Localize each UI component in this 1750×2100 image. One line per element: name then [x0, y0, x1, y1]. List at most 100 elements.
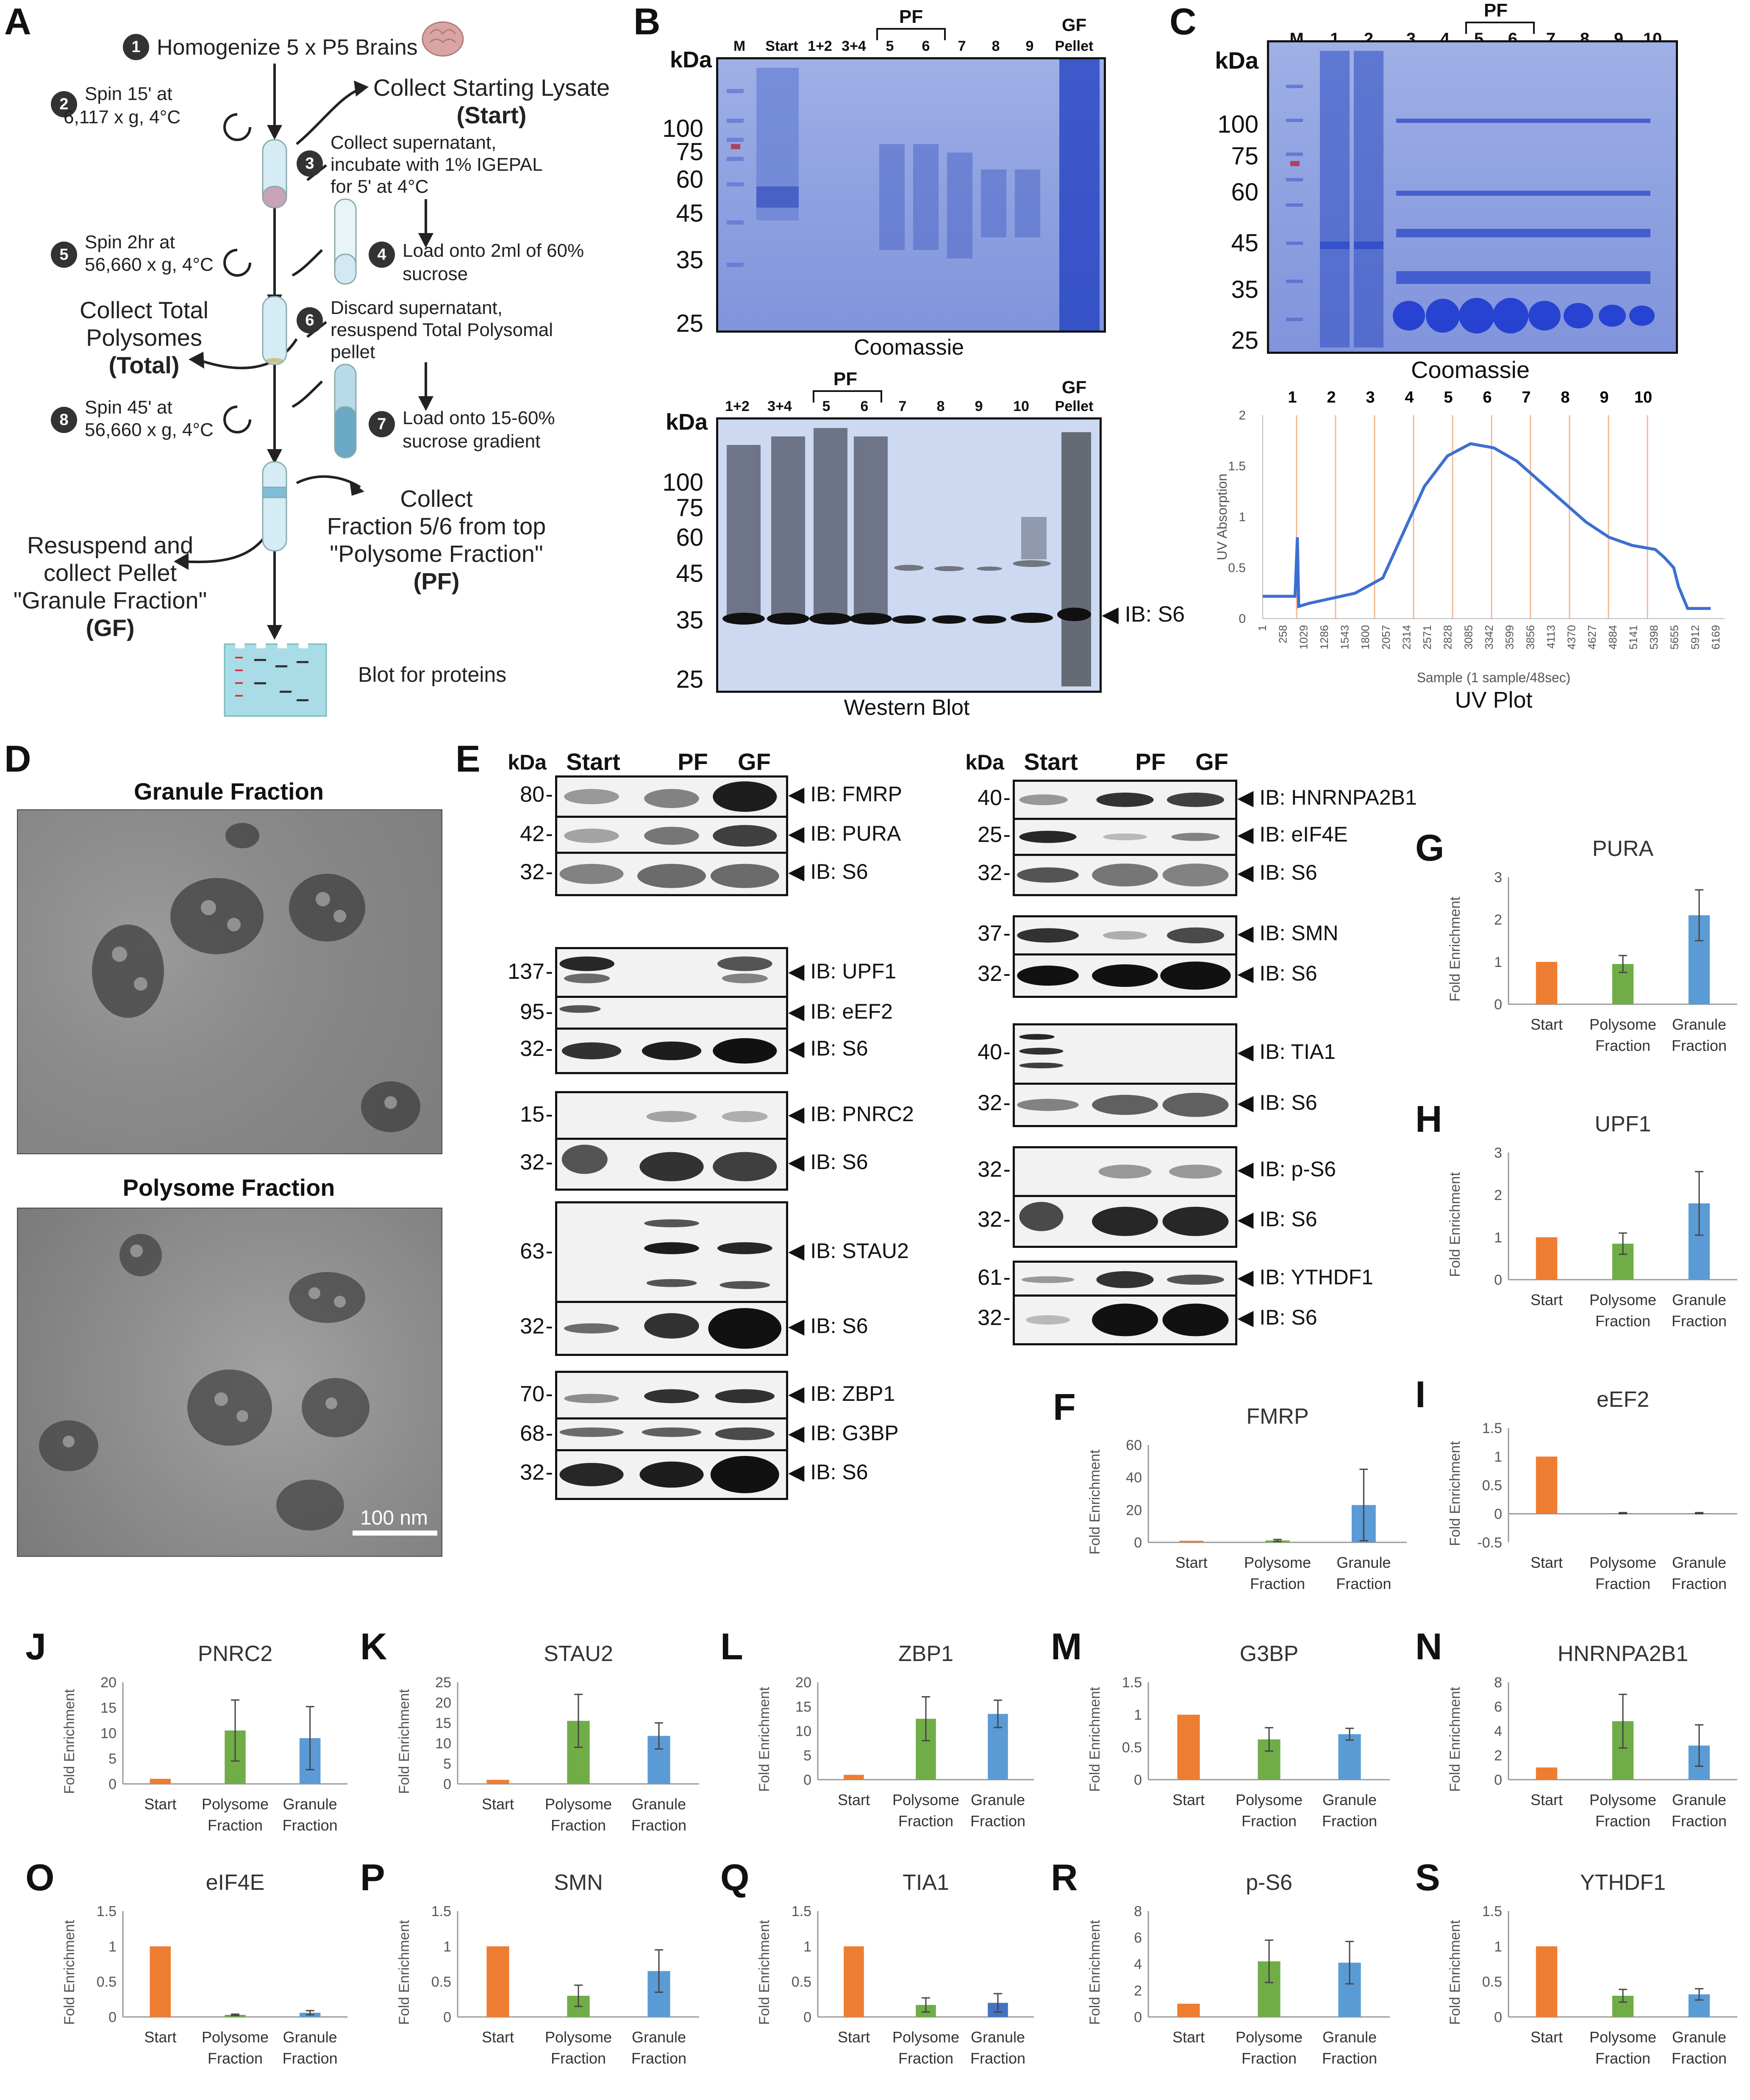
panel-label-o: O — [25, 1856, 55, 1898]
e-right-blot-3 — [1013, 854, 1237, 896]
chart-title: HNRNPA2B1 — [1558, 1642, 1688, 1666]
chart-p-s6: p-S6 Fold Enrichment 0 2 4 6 8 Start Polysome Fra… — [1087, 1870, 1390, 2067]
blot-band — [1162, 1207, 1229, 1236]
chart-category-label: Granule — [1672, 2028, 1726, 2046]
chart-category-label: Polysome — [202, 2028, 269, 2046]
blot-band — [1103, 931, 1147, 940]
uv-x-tick: 1 — [1256, 625, 1269, 631]
e-right-blot-9-kda-tick: - — [1003, 1207, 1011, 1232]
uv-x-tick: 4627 — [1586, 625, 1598, 650]
chart-category-label: Granule — [1672, 1554, 1726, 1571]
e-right-blot-1-kda: 40 — [978, 785, 1002, 810]
step-6-line2: resuspend Total Polysomal — [331, 319, 553, 340]
e-left-blot-9-kda-tick: - — [545, 1239, 553, 1264]
e-left-blot-4-kda-tick: - — [545, 959, 553, 984]
kda-label-b: kDa — [669, 47, 712, 72]
kda-label-c: kDa — [1215, 47, 1258, 74]
blot-band — [1098, 1164, 1152, 1179]
e-left-blot-12-kda-tick: - — [545, 1421, 553, 1446]
blot-band — [559, 864, 624, 884]
step-number-8: 8 — [51, 407, 77, 433]
panel-label-e: E — [456, 738, 481, 780]
chart-y-tick: 60 — [1126, 1437, 1142, 1453]
chart-category-label: Fraction — [970, 1812, 1025, 1830]
panel-label-l: L — [720, 1625, 743, 1667]
blot-band — [1103, 833, 1147, 840]
wb-tick-100: 100 — [662, 469, 703, 496]
chart-tia1: TIA1 Fold Enrichment 0 0.5 1 1.5 Start Polysome… — [756, 1870, 1034, 2067]
chart-y-label: Fold Enrichment — [1447, 1687, 1463, 1792]
chart-category-label: Start — [482, 2028, 514, 2046]
blot-band — [713, 1038, 777, 1064]
chart-y-tick: 15 — [795, 1699, 811, 1715]
chart-category-label: Fraction — [898, 2050, 953, 2067]
blot-band — [1021, 1276, 1075, 1283]
e-left-blot-12 — [555, 1417, 788, 1453]
lane-label-7: 7 — [958, 38, 966, 54]
chart-bar — [1536, 1946, 1558, 2017]
uv-x-tick: 5655 — [1668, 625, 1681, 650]
blot-band — [1019, 794, 1068, 806]
lane-label-8: 8 — [992, 38, 1000, 54]
e-left-blot-8-kda-tick: - — [545, 1150, 553, 1175]
chart-title: STAU2 — [544, 1642, 613, 1666]
blot-band — [564, 789, 619, 804]
e-right-blot-6 — [1013, 1023, 1237, 1085]
e-kda-header-right: kDa — [965, 750, 1004, 774]
chart-y-label: Fold Enrichment — [61, 1920, 78, 2025]
e-left-blot-4-kda: 137 — [508, 959, 544, 984]
chart-eef2: eEF2 Fold Enrichment -0.5 0 0.5 1 1.5 Start Poly… — [1447, 1387, 1737, 1592]
uv-x-tick: 5912 — [1689, 625, 1701, 650]
e-left-blot-5 — [555, 996, 788, 1032]
chart-y-tick: 10 — [795, 1723, 811, 1739]
chart-category-label: Start — [838, 1791, 870, 1808]
chart-bar — [150, 1779, 171, 1784]
uv-plot-title: UV Plot — [1455, 687, 1532, 713]
e-right-blot-6-kda: 40 — [978, 1039, 1002, 1064]
wb-lane-3-4: 3+4 — [767, 398, 792, 414]
e-left-blot-1-bands — [564, 781, 777, 812]
e-right-blot-3-kda-tick: - — [1003, 861, 1011, 885]
e-column-start-right: Start — [1024, 748, 1078, 775]
blot-band — [639, 1461, 704, 1488]
chart-category-label: Start — [1172, 2028, 1205, 2046]
ib-s6-arrow-label: ◀ IB: S6 — [1102, 602, 1185, 627]
chart-title: FMRP — [1246, 1404, 1308, 1429]
step-7-line1: Load onto 15-60% — [403, 408, 555, 428]
e-right-blot-7-kda-tick: - — [1003, 1090, 1011, 1115]
resuspend-line3: "Granule Fraction" — [13, 587, 207, 614]
scale-bar-label: 100 nm — [360, 1507, 428, 1529]
blot-band — [644, 1219, 699, 1228]
chart-category-label: Fraction — [631, 1817, 686, 1834]
e-right-blot-7 — [1013, 1083, 1237, 1127]
wb-tick-60: 60 — [676, 524, 703, 551]
blot-band — [646, 1279, 697, 1287]
chart-y-tick: 0 — [443, 1776, 451, 1792]
e-right-blot-8-bands — [1098, 1164, 1222, 1179]
b-tick-25: 25 — [676, 310, 703, 337]
uv-x-tick: 5141 — [1627, 625, 1639, 650]
blot-band — [559, 1427, 624, 1437]
e-left-blot-13-bands — [559, 1456, 779, 1493]
e-right-blot-10-kda-tick: - — [1003, 1265, 1011, 1290]
panel-label-n: N — [1415, 1625, 1442, 1667]
panel-label-f: F — [1053, 1386, 1076, 1428]
wb-lane-gf: GF — [1061, 377, 1087, 397]
granule-em-image — [17, 809, 442, 1154]
polysome-particles — [39, 1234, 437, 1536]
chart-category-label: Fraction — [1336, 1575, 1391, 1592]
wb-lane-pellet: Pellet — [1055, 398, 1094, 414]
chart-y-tick: 1.5 — [1122, 1675, 1142, 1691]
polysome-fraction-title: Polysome Fraction — [122, 1174, 335, 1201]
e-right-blot-9 — [1013, 1195, 1237, 1248]
wb-lane-10: 10 — [1013, 398, 1029, 414]
chart-y-tick: 4 — [1494, 1723, 1502, 1739]
blot-band — [1162, 1093, 1229, 1117]
chart-category-label: Fraction — [1672, 1575, 1727, 1592]
e-left-blot-8-bands — [561, 1144, 777, 1181]
coomassie-gel-b — [716, 57, 1106, 333]
chart-category-label: Start — [838, 2028, 870, 2046]
chart-y-tick: 6 — [1494, 1699, 1502, 1715]
chart-y-tick: 20 — [435, 1695, 451, 1711]
chart-y-tick: 1 — [803, 1939, 811, 1955]
